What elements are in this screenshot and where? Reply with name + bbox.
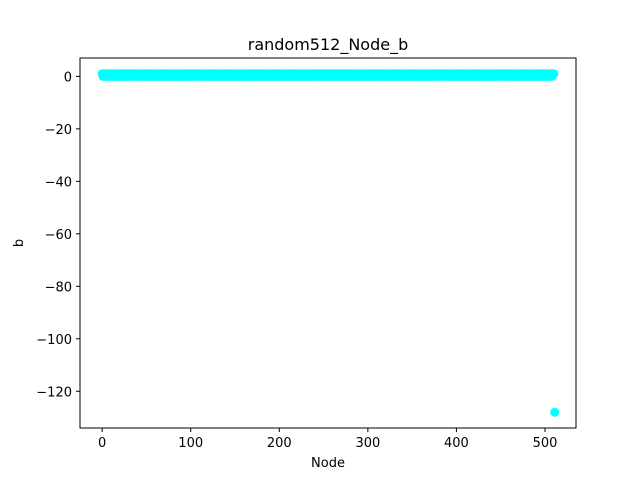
y-axis-label: b xyxy=(12,239,27,247)
data-points xyxy=(97,69,560,417)
x-tick-label: 200 xyxy=(267,436,292,451)
x-axis-ticks: 0 100 200 300 400 500 xyxy=(98,428,557,451)
x-tick-label: 500 xyxy=(533,436,558,451)
y-tick-label: 0 xyxy=(64,70,72,85)
x-tick-label: 100 xyxy=(178,436,203,451)
y-tick-label: −60 xyxy=(45,228,72,243)
y-tick-label: −120 xyxy=(36,385,72,400)
y-tick-label: −20 xyxy=(45,123,72,138)
y-tick-label: −40 xyxy=(45,175,72,190)
data-point xyxy=(549,69,559,79)
y-axis-ticks: 0 −20 −40 −60 −80 −100 −120 xyxy=(36,70,80,400)
x-axis-label: Node xyxy=(311,456,345,471)
y-tick-label: −80 xyxy=(45,280,72,295)
chart-title: random512_Node_b xyxy=(248,35,409,55)
x-tick-label: 300 xyxy=(355,436,380,451)
plot-area-frame xyxy=(79,57,577,429)
data-point-outlier xyxy=(550,407,560,417)
x-tick-label: 400 xyxy=(444,436,469,451)
y-tick-label: −100 xyxy=(36,333,72,348)
x-tick-label: 0 xyxy=(98,436,106,451)
